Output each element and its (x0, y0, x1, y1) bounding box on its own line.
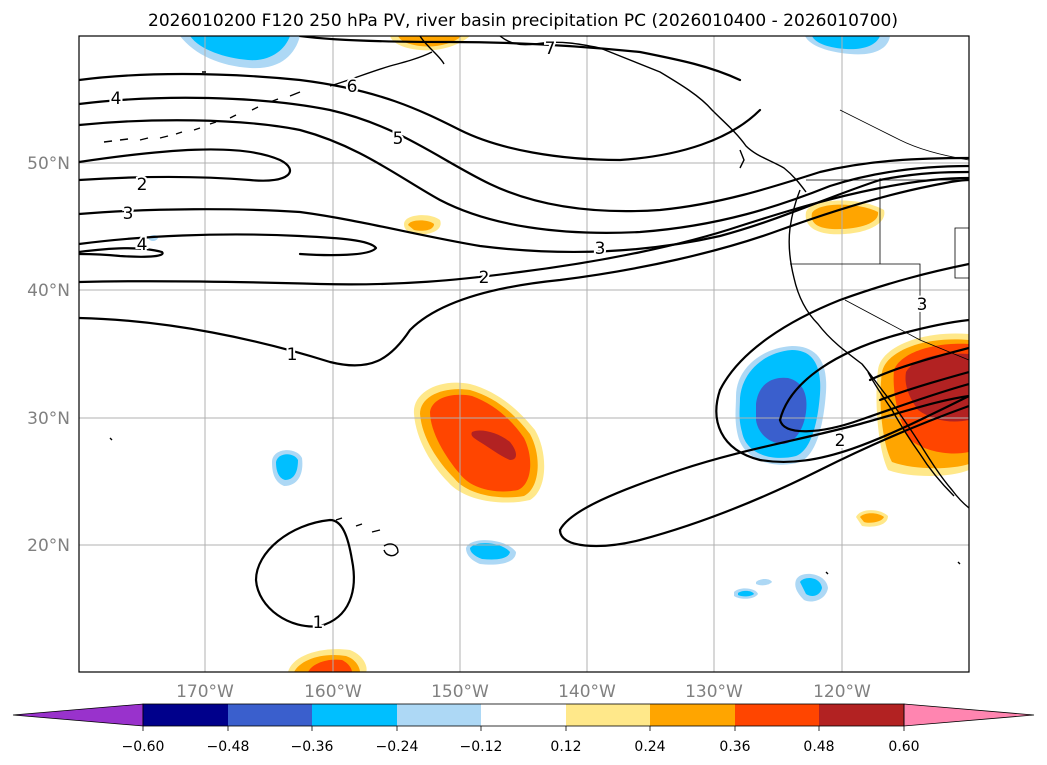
lat-label-50n: 50°N (27, 154, 70, 174)
colorbar-tick-label: 0.60 (888, 739, 919, 755)
contour-3-left (79, 233, 378, 257)
contour-3-trough-b (715, 388, 969, 464)
colorbar-bin-3 (312, 704, 397, 726)
colorbar-tick-label: −0.12 (460, 739, 503, 755)
contour-4-upper (79, 119, 969, 234)
colorbar-tick-label: 0.24 (634, 739, 665, 755)
colorbar-tick-label: −0.48 (207, 739, 250, 755)
contour-labels: 7 6 5 4 4 3 3 3 2 2 2 1 1 (109, 37, 930, 635)
lon-label-160w: 160°W (304, 682, 362, 702)
lat-label-40n: 40°N (27, 281, 70, 301)
colorbar-bin-7 (650, 704, 735, 726)
contour-6 (79, 72, 762, 162)
contour-label: 2 (479, 268, 490, 288)
lon-label-140w: 140°W (558, 682, 616, 702)
colorbar-bin-4 (397, 704, 481, 726)
contour-5 (79, 96, 969, 213)
colorbar-tick-label: −0.60 (122, 739, 165, 755)
longitude-labels: 170°W 160°W 150°W 140°W 130°W 120°W (176, 682, 871, 702)
contour-label: 7 (545, 39, 556, 59)
contour-2 (79, 148, 292, 182)
contour-label: 5 (393, 129, 404, 149)
colorbar-tick-label: 0.36 (719, 739, 750, 755)
contour-label: 1 (313, 613, 324, 633)
lon-label-150w: 150°W (431, 682, 489, 702)
contour-2-south (558, 394, 969, 532)
lat-label-20n: 20°N (27, 536, 70, 556)
contour-label: 4 (111, 89, 122, 109)
contour-label: 4 (137, 235, 148, 255)
lat-label-30n: 30°N (27, 409, 70, 429)
coastlines (103, 36, 969, 575)
lon-label-130w: 130°W (685, 682, 743, 702)
colorbar-bin-9 (819, 704, 904, 726)
lon-label-120w: 120°W (813, 682, 871, 702)
pv-contours (79, 36, 969, 628)
contour-7 (298, 36, 742, 82)
contour-label: 2 (835, 431, 846, 451)
colorbar-tick-label: −0.36 (291, 739, 334, 755)
contour-inner-1 (778, 318, 969, 422)
colorbar-tick-label: 0.48 (803, 739, 834, 755)
contour-label: 3 (595, 239, 606, 259)
contour-inner-4 (878, 370, 969, 402)
map-panel: 7 6 5 4 4 3 3 3 2 2 2 1 1 (79, 36, 969, 672)
colorbar-bin-6 (566, 704, 650, 726)
contour-label: 3 (123, 204, 134, 224)
graticule (79, 36, 969, 672)
contour-3 (79, 170, 969, 254)
contour-label: 2 (137, 175, 148, 195)
latitude-labels: 50°N 40°N 30°N 20°N (27, 154, 70, 556)
colorbar-bin-5 (481, 704, 566, 726)
colorbar-tick-label: −0.24 (376, 739, 419, 755)
contour-1-closed (254, 518, 355, 628)
contour-2-jet (558, 404, 969, 548)
lon-label-170w: 170°W (176, 682, 234, 702)
figure-title: 2026010200 F120 250 hPa PV, river basin … (148, 11, 898, 31)
colorbar: −0.60 −0.48 −0.36 −0.24 −0.12 0.12 0.24 … (12, 703, 1035, 755)
contour-3-trough (718, 262, 969, 392)
contour-label: 3 (917, 295, 928, 315)
contour-inner-2 (778, 382, 969, 433)
colorbar-ticks (142, 726, 905, 731)
map-frame (78, 35, 970, 673)
contour-label: 1 (287, 345, 298, 365)
colorbar-bin-1 (143, 704, 228, 726)
colorbar-under-extend (12, 703, 144, 727)
colorbar-over-extend (903, 703, 1035, 727)
contour-4-left (79, 247, 164, 258)
colorbar-bin-2 (228, 704, 312, 726)
contour-inner-3 (868, 346, 969, 382)
contour-label: 6 (347, 77, 358, 97)
contour-2-long (79, 176, 969, 286)
contour-1 (79, 178, 969, 367)
colorbar-bin-8 (735, 704, 819, 726)
colorbar-tick-label: 0.12 (550, 739, 581, 755)
